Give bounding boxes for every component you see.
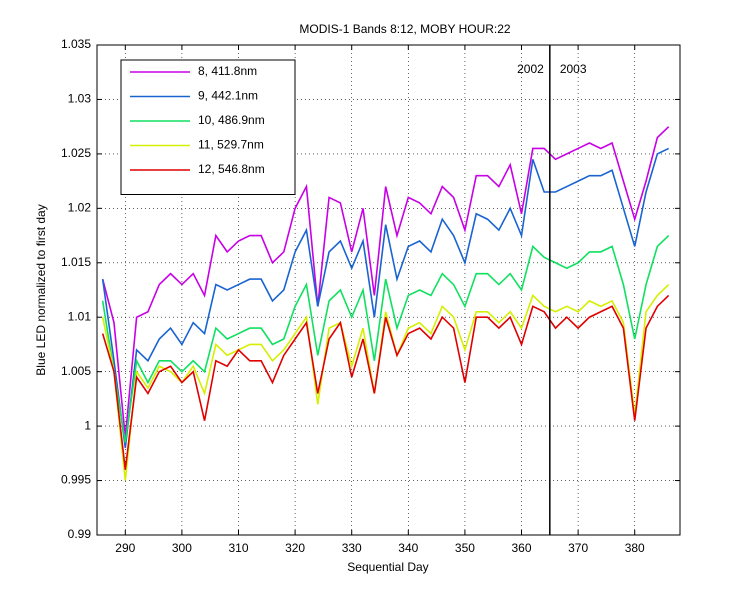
y-tick-label: 1.01 xyxy=(68,309,92,323)
x-tick-label: 380 xyxy=(625,541,645,555)
x-tick-label: 310 xyxy=(228,541,248,555)
chart-title: MODIS-1 Bands 8:12, MOBY HOUR:22 xyxy=(299,22,511,36)
x-tick-label: 320 xyxy=(285,541,305,555)
y-axis-label: Blue LED normalized to first day xyxy=(34,204,48,375)
legend-label: 10, 486.9nm xyxy=(198,113,265,127)
y-tick-label: 0.995 xyxy=(61,473,91,487)
data-line xyxy=(101,283,670,481)
x-tick-label: 350 xyxy=(455,541,475,555)
legend-label: 8, 411.8nm xyxy=(198,64,257,78)
y-tick-label: 1.025 xyxy=(61,146,91,160)
x-tick-label: 300 xyxy=(172,541,192,555)
x-tick-label: 360 xyxy=(511,541,531,555)
x-tick-label: 340 xyxy=(398,541,418,555)
x-tick-label: 370 xyxy=(568,541,588,555)
annotation: 2003 xyxy=(560,62,587,76)
data-line xyxy=(101,294,670,470)
x-tick-label: 290 xyxy=(115,541,135,555)
legend-box xyxy=(120,59,296,195)
y-tick-label: 1.035 xyxy=(61,37,91,51)
y-tick-label: 1.015 xyxy=(61,255,91,269)
x-axis-label: Sequential Day xyxy=(347,560,428,574)
x-tick-label: 330 xyxy=(342,541,362,555)
legend-label: 9, 442.1nm xyxy=(198,89,258,103)
plot-frame xyxy=(96,44,681,536)
legend-label: 11, 529.7nm xyxy=(198,138,264,152)
y-tick-label: 1.03 xyxy=(68,92,92,106)
y-tick-label: 0.99 xyxy=(68,527,92,541)
y-tick-label: 1.02 xyxy=(68,201,92,215)
data-line xyxy=(101,147,670,448)
annotation: 2002 xyxy=(517,62,544,76)
y-tick-label: 1.005 xyxy=(61,364,91,378)
legend-label: 12, 546.8nm xyxy=(198,162,265,176)
data-line xyxy=(101,126,670,438)
data-line xyxy=(101,234,670,443)
y-tick-label: 1 xyxy=(84,418,91,432)
